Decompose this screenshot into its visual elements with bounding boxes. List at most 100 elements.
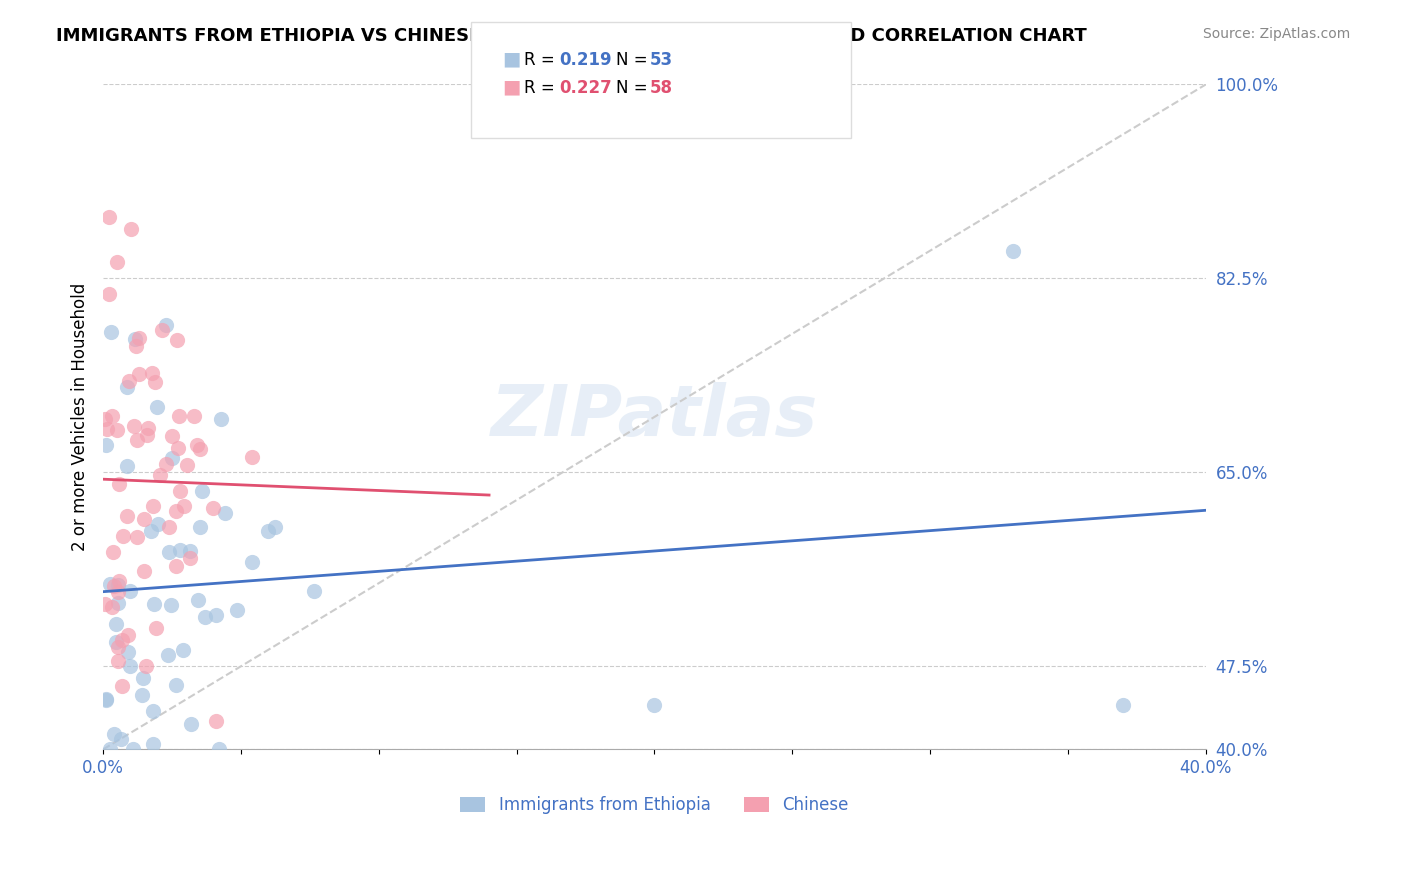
Point: [142, 597, 165, 611]
Point: [98, 742, 121, 756]
Point: [108, 574, 131, 588]
Point: [226, 602, 249, 616]
Point: [143, 375, 166, 389]
Point: [167, 409, 190, 424]
Point: [103, 727, 125, 741]
Point: [97, 211, 120, 225]
Text: 53: 53: [650, 51, 672, 69]
Point: [124, 338, 146, 352]
Point: [124, 332, 146, 346]
Point: [105, 423, 128, 437]
Point: [162, 450, 184, 465]
Point: [136, 428, 159, 442]
Point: [117, 645, 139, 659]
Point: [264, 519, 287, 533]
Point: [100, 325, 122, 339]
Point: [117, 380, 139, 394]
Point: [148, 467, 170, 482]
Point: [107, 476, 129, 491]
Point: [304, 583, 326, 598]
Point: [125, 531, 148, 545]
Text: N =: N =: [616, 51, 652, 69]
Point: [94, 692, 117, 706]
Point: [120, 221, 142, 235]
Point: [157, 520, 180, 534]
Point: [188, 442, 211, 456]
Point: [157, 544, 180, 558]
Point: [169, 484, 191, 499]
Point: [186, 437, 208, 451]
Point: [155, 457, 177, 471]
Point: [131, 688, 153, 702]
Point: [128, 367, 150, 381]
Point: [132, 671, 155, 685]
Point: [132, 512, 155, 526]
Point: [145, 621, 167, 635]
Point: [122, 742, 145, 756]
Point: [160, 598, 183, 612]
Point: [138, 421, 160, 435]
Point: [120, 658, 142, 673]
Point: [96, 422, 118, 436]
Point: [146, 517, 169, 532]
Point: [160, 429, 183, 443]
Point: [240, 450, 263, 464]
Point: [98, 286, 121, 301]
Point: [165, 504, 187, 518]
Point: [135, 658, 157, 673]
Point: [1112, 698, 1135, 712]
Point: [165, 559, 187, 574]
Text: ZIPatlas: ZIPatlas: [491, 383, 818, 451]
Point: [107, 585, 129, 599]
Point: [115, 459, 138, 474]
Point: [173, 499, 195, 513]
Point: [167, 441, 190, 455]
Point: [117, 628, 139, 642]
Point: [107, 640, 129, 654]
Point: [190, 483, 212, 498]
Point: [128, 331, 150, 345]
Point: [172, 642, 194, 657]
Point: [103, 579, 125, 593]
Point: [127, 434, 149, 448]
Text: 58: 58: [650, 79, 672, 97]
Point: [169, 543, 191, 558]
Point: [115, 509, 138, 524]
Point: [257, 524, 280, 538]
Point: [105, 254, 128, 268]
Point: [111, 633, 134, 648]
Text: Source: ZipAtlas.com: Source: ZipAtlas.com: [1202, 27, 1350, 41]
Text: IMMIGRANTS FROM ETHIOPIA VS CHINESE 2 OR MORE VEHICLES IN HOUSEHOLD CORRELATION : IMMIGRANTS FROM ETHIOPIA VS CHINESE 2 OR…: [56, 27, 1087, 45]
Point: [214, 507, 236, 521]
Point: [111, 529, 134, 543]
Point: [107, 654, 129, 668]
Text: 0.227: 0.227: [560, 79, 613, 97]
Point: [110, 679, 132, 693]
Point: [183, 409, 205, 423]
Text: ■: ■: [502, 78, 520, 96]
Point: [94, 412, 117, 426]
Point: [187, 593, 209, 607]
Point: [100, 409, 122, 423]
Point: [104, 616, 127, 631]
Text: ■: ■: [502, 49, 520, 68]
Point: [209, 411, 232, 425]
Point: [96, 438, 118, 452]
Point: [122, 419, 145, 434]
Point: [141, 366, 163, 380]
Point: [118, 584, 141, 599]
Point: [205, 714, 228, 728]
Point: [240, 555, 263, 569]
Point: [94, 693, 117, 707]
Point: [205, 607, 228, 622]
Point: [150, 323, 173, 337]
Point: [110, 732, 132, 747]
Point: [94, 597, 117, 611]
Point: [188, 519, 211, 533]
Point: [179, 551, 201, 566]
Point: [166, 333, 188, 347]
Point: [101, 545, 124, 559]
Point: [176, 458, 198, 472]
Legend: Immigrants from Ethiopia, Chinese: Immigrants from Ethiopia, Chinese: [454, 789, 855, 821]
Point: [155, 318, 177, 333]
